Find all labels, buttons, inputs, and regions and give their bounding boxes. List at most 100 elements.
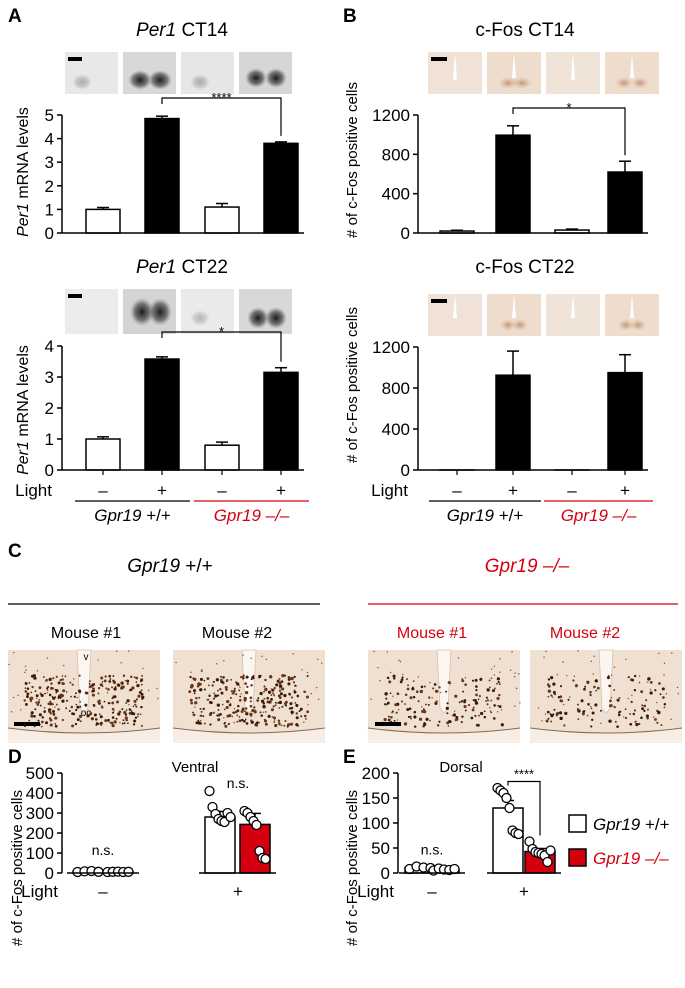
y-tick-label: 100 <box>362 814 390 833</box>
scale-bar <box>431 299 447 303</box>
data-point <box>204 785 215 797</box>
significance-bracket <box>507 780 541 836</box>
micrograph <box>367 649 521 743</box>
light-label: Light <box>21 882 58 901</box>
legend-swatch-wt <box>568 814 587 833</box>
data-point <box>260 853 271 865</box>
panel-label-a: A <box>8 6 22 27</box>
significance-label: * <box>566 100 571 115</box>
per1-ct14-autoradiographs <box>65 52 292 94</box>
cfos-ct14-micrographs <box>428 52 659 94</box>
y-tick-label: 0 <box>45 864 54 883</box>
y-tick-label: 400 <box>26 784 54 803</box>
group-label: + <box>276 481 286 500</box>
chart-a-bottom-ylabel: Per1 mRNA levels <box>15 345 32 475</box>
group-label: – <box>427 882 437 901</box>
panel-label-d: D <box>8 747 22 768</box>
y-tick-label: 200 <box>26 824 54 843</box>
annotation-ns: n.s. <box>92 842 115 858</box>
annotation-v: v <box>84 652 89 663</box>
y-tick-label: 50 <box>371 839 390 858</box>
panel-c-ko-header: Gpr19 –/– <box>485 556 570 577</box>
y-tick-label: 1 <box>45 430 54 449</box>
y-tick-label: 1200 <box>372 106 410 125</box>
group-label: – <box>217 481 227 500</box>
bar <box>85 438 121 471</box>
y-tick-label: 4 <box>45 337 54 356</box>
annotation-oc: oc <box>81 708 92 719</box>
group-label: + <box>508 481 518 500</box>
y-tick-label: 3 <box>45 368 54 387</box>
chart-b-bottom-ylabel: # of c-Fos positive cells <box>344 307 361 463</box>
micrograph <box>7 649 161 743</box>
y-tick-label: 0 <box>401 224 410 243</box>
legend-label-ko: Gpr19 –/– <box>593 849 669 868</box>
genotype-label-ko: Gpr19 –/– <box>561 506 637 525</box>
chart-b-top-title: c-Fos CT14 <box>475 20 575 41</box>
y-tick-label: 0 <box>45 224 54 243</box>
group-label: – <box>567 481 577 500</box>
y-tick-label: 3 <box>45 153 54 172</box>
group-label: + <box>620 481 630 500</box>
chart-a-top-title: Per1 CT14 <box>136 20 228 41</box>
legend-swatch-ko <box>568 848 587 867</box>
significance-label: **** <box>211 90 231 105</box>
bar <box>204 206 240 234</box>
per1-ct22-autoradiographs <box>65 289 292 334</box>
significance-bracket <box>161 97 282 136</box>
annotation-ns: n.s. <box>421 842 444 858</box>
panel-c-image-label-1: Mouse #1 <box>51 625 121 642</box>
legend: Gpr19 +/+ Gpr19 –/– <box>568 814 670 868</box>
bar <box>495 134 531 234</box>
panel-c-image-label-2: Mouse #2 <box>202 625 272 642</box>
y-tick-label: 0 <box>381 864 390 883</box>
panel-c-micrographs <box>7 649 683 743</box>
data-point <box>449 863 460 875</box>
bar <box>144 358 180 471</box>
y-tick-label: 400 <box>382 420 410 439</box>
group-label: – <box>98 481 108 500</box>
cfos-ct22-micrographs <box>428 294 659 336</box>
chart-a-top: 0 1 2 3 4 5 **** <box>45 90 304 243</box>
scale-bar <box>14 722 40 726</box>
y-tick-label: 1200 <box>372 338 410 357</box>
y-tick-label: 100 <box>26 844 54 863</box>
bar <box>204 444 240 471</box>
light-label: Light <box>15 481 52 500</box>
scale-bar <box>375 722 401 726</box>
y-tick-label: 5 <box>45 106 54 125</box>
data-point <box>501 792 512 804</box>
annotation-ns: n.s. <box>227 775 250 791</box>
chart-d-ylabel: # of c-Fos positive cells <box>9 790 26 946</box>
y-tick-label: 400 <box>382 185 410 204</box>
significance-label: **** <box>514 767 534 782</box>
chart-b-bottom: 0 400 800 1200 Light – + – + Gpr19 +/+ Gpr19 –/– <box>371 338 653 525</box>
bar <box>263 371 299 471</box>
data-point <box>545 845 556 856</box>
significance-bracket <box>512 107 626 156</box>
y-tick-label: 0 <box>401 461 410 480</box>
data-point <box>513 828 524 840</box>
y-tick-label: 300 <box>26 804 54 823</box>
data-point <box>542 856 553 868</box>
chart-e-title: Dorsal <box>439 759 482 776</box>
group-label: + <box>157 481 167 500</box>
significance-label: * <box>219 324 224 339</box>
panel-c-image-label-3: Mouse #1 <box>397 625 467 642</box>
group-label: – <box>452 481 462 500</box>
y-tick-label: 0 <box>45 461 54 480</box>
panel-label-e: E <box>343 747 356 768</box>
chart-b-top: 0 400 800 1200 * <box>372 100 648 243</box>
chart-d-title: Ventral <box>172 759 219 776</box>
legend-label-wt: Gpr19 +/+ <box>593 815 670 834</box>
y-tick-label: 2 <box>45 399 54 418</box>
y-tick-label: 200 <box>362 764 390 783</box>
scale-bar <box>431 57 447 61</box>
genotype-label-wt: Gpr19 +/+ <box>94 506 171 525</box>
significance-bracket <box>161 331 282 362</box>
data-point <box>93 866 104 877</box>
chart-a-top-ylabel: Per1 mRNA levels <box>15 107 32 237</box>
chart-e: 0 50 100 150 200 n.s. **** Light – + <box>357 764 561 901</box>
group-label: + <box>233 882 243 901</box>
